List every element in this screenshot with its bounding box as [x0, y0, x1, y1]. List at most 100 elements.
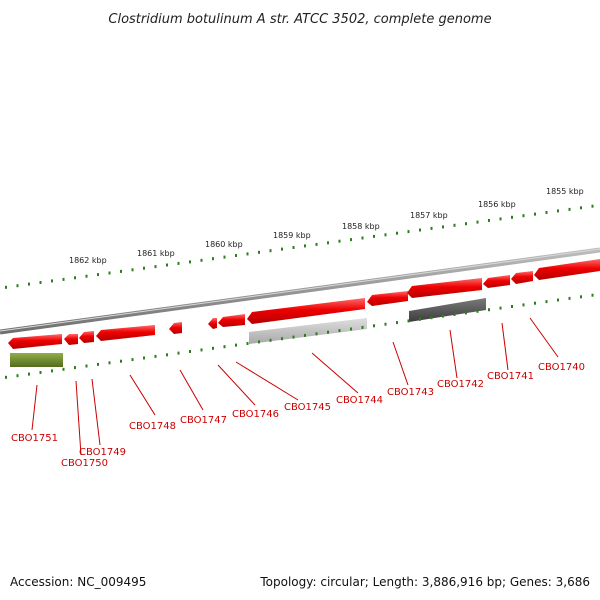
minor-tick [292, 246, 295, 249]
minor-tick [568, 296, 571, 300]
minor-tick [419, 228, 421, 232]
gene-label-cbo1747[interactable]: CBO1747 [180, 415, 227, 426]
minor-tick [373, 234, 375, 238]
minor-tick [499, 306, 502, 310]
minor-tick [442, 225, 444, 229]
minor-tick [304, 244, 306, 248]
topology-text: Topology: circular; Length: 3,886,916 bp… [259, 575, 590, 589]
gene-label-cbo1741[interactable]: CBO1741 [487, 371, 534, 382]
minor-tick [200, 258, 203, 262]
minor-tick [338, 329, 341, 333]
minor-tick [223, 345, 226, 349]
gene-labels: CBO1751 CBO1750 CBO1749 CBO1748 CBO1747 … [11, 362, 585, 469]
minor-tick [511, 215, 513, 219]
minor-tick [545, 211, 548, 214]
minor-tick [131, 358, 134, 362]
olive-feature[interactable] [10, 353, 63, 367]
minor-tick [51, 279, 53, 283]
gene-track [8, 259, 600, 349]
minor-tick [534, 301, 536, 305]
kbp-label-1861: 1861 kbp [137, 249, 175, 258]
gene-label-cbo1749[interactable]: CBO1749 [79, 447, 126, 458]
kbp-label-1859: 1859 kbp [273, 231, 311, 240]
minor-tick [522, 214, 525, 218]
minor-tick [304, 333, 306, 337]
minor-tick [189, 350, 191, 353]
minor-tick [108, 271, 111, 275]
gene-arrow[interactable] [8, 334, 62, 349]
minor-tick [120, 359, 122, 363]
minor-tick [269, 249, 272, 253]
gene-label-cbo1746[interactable]: CBO1746 [232, 409, 279, 420]
minor-tick [223, 255, 226, 259]
minor-tick [338, 239, 341, 243]
gene-label-cbo1743[interactable]: CBO1743 [387, 387, 434, 398]
minor-tick [522, 303, 525, 307]
minor-tick [51, 369, 53, 373]
gene-arrow[interactable] [367, 291, 408, 306]
minor-tick [16, 284, 19, 288]
gene-arrow[interactable] [247, 298, 365, 324]
minor-tick [246, 342, 249, 345]
minor-tick [327, 330, 329, 334]
minor-tick [235, 343, 237, 347]
genome-backbone [0, 247, 600, 335]
gene-arrow[interactable] [79, 331, 94, 343]
minor-tick [361, 236, 364, 240]
minor-tick [384, 233, 387, 237]
gene-label-cbo1745[interactable]: CBO1745 [284, 402, 331, 413]
kbp-labels: 1862 kbp 1861 kbp 1860 kbp 1859 kbp 1858… [69, 187, 584, 265]
gene-arrow[interactable] [534, 259, 600, 280]
minor-tick [166, 263, 168, 267]
gene-label-cbo1744[interactable]: CBO1744 [336, 395, 383, 406]
kbp-label-1862: 1862 kbp [69, 256, 107, 265]
minor-tick [384, 322, 387, 326]
minor-tick [465, 311, 467, 315]
gene-label-cbo1748[interactable]: CBO1748 [129, 421, 176, 432]
minor-tick [315, 332, 318, 336]
minor-tick [28, 282, 30, 286]
gene-arrow[interactable] [96, 325, 155, 341]
minor-tick [430, 316, 433, 320]
gene-arrow[interactable] [64, 334, 78, 345]
light-gray-feature[interactable] [249, 318, 367, 344]
gene-arrow[interactable] [218, 314, 245, 327]
minor-tick [511, 305, 513, 308]
minor-tick [407, 319, 410, 323]
minor-tick [545, 300, 548, 304]
gene-label-cbo1740[interactable]: CBO1740 [538, 362, 585, 373]
gene-arrow[interactable] [511, 271, 533, 284]
minor-tick [442, 314, 444, 318]
minor-tick [97, 362, 99, 366]
genome-backbone-highlight [0, 248, 600, 332]
gene-arrow[interactable] [169, 322, 182, 334]
minor-tick [97, 273, 99, 277]
gene-label-cbo1750[interactable]: CBO1750 [61, 458, 108, 469]
minor-tick [177, 351, 180, 355]
minor-tick [499, 217, 502, 221]
gene-arrow[interactable] [208, 318, 217, 329]
gene-arrow[interactable] [483, 275, 510, 288]
minor-tick [258, 250, 260, 254]
minor-tick [62, 367, 65, 371]
minor-tick [258, 340, 260, 344]
minor-tick [557, 298, 559, 302]
kbp-label-1858: 1858 kbp [342, 222, 380, 231]
gene-label-cbo1751[interactable]: CBO1751 [11, 433, 58, 444]
minor-tick [465, 222, 467, 226]
minor-tick [350, 238, 352, 242]
minor-tick [315, 242, 318, 246]
minor-tick [396, 321, 398, 325]
accession-text: Accession: NC_009495 [10, 575, 146, 589]
gene-label-cbo1742[interactable]: CBO1742 [437, 379, 484, 390]
minor-tick [396, 231, 398, 235]
gene-arrow[interactable] [407, 278, 482, 298]
minor-tick [534, 212, 536, 216]
minor-tick [120, 269, 122, 273]
dark-gray-feature[interactable] [409, 298, 486, 322]
minor-tick [591, 204, 594, 208]
minor-tick [281, 337, 283, 341]
kbp-label-1856: 1856 kbp [478, 200, 516, 209]
kbp-tick-ring [5, 204, 594, 289]
